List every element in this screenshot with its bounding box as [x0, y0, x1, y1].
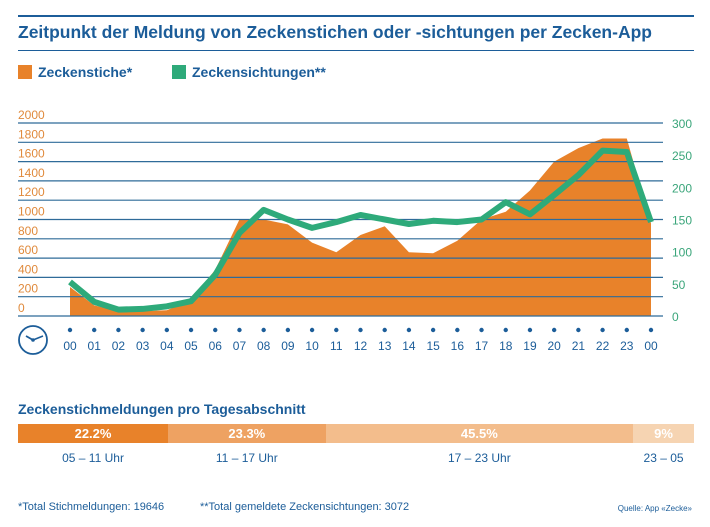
x-tick-dot — [430, 327, 436, 333]
left-axis-tick: 200 — [18, 282, 38, 296]
clock-icon — [18, 325, 48, 355]
legend-swatch-green — [172, 65, 186, 79]
x-tick-dot — [188, 327, 194, 333]
x-axis-tick: 08 — [257, 339, 271, 353]
x-tick-dot — [92, 327, 97, 333]
x-tick-dot — [600, 327, 605, 333]
x-axis-tick: 15 — [426, 339, 440, 353]
x-tick-dot — [309, 327, 315, 333]
left-axis-tick: 1400 — [18, 166, 45, 180]
x-tick-dot — [334, 327, 339, 333]
left-axis-tick: 1600 — [18, 147, 45, 161]
right-axis-tick: 50 — [672, 278, 686, 292]
x-axis-tick: 21 — [572, 339, 586, 353]
x-axis-tick: 00 — [63, 339, 77, 353]
breakdown-title: Zeckenstichmeldungen pro Tagesabschnitt — [18, 401, 306, 417]
x-axis-tick: 18 — [499, 339, 513, 353]
breakdown-segment: 23.3% — [168, 424, 326, 443]
x-tick-dot — [479, 327, 484, 333]
line-zeckensichtungen — [68, 147, 654, 313]
right-axis-tick: 250 — [672, 149, 692, 163]
x-tick-dot — [527, 327, 533, 333]
x-axis-tick: 12 — [354, 339, 368, 353]
legend-swatch-orange — [18, 65, 32, 79]
breakdown-segment-label: 23 – 05 — [643, 451, 684, 465]
x-tick-dot — [576, 327, 581, 333]
left-axis-tick: 1200 — [18, 185, 45, 199]
right-axis-tick: 200 — [672, 181, 692, 195]
x-tick-dot — [261, 327, 266, 333]
x-axis-tick: 13 — [378, 339, 392, 353]
x-tick-dot — [551, 327, 557, 333]
x-axis-tick: 07 — [233, 339, 247, 353]
x-tick-dot — [455, 327, 460, 333]
source-note: Quelle: App «Zecke» — [617, 504, 692, 513]
chart-plot: 0200400600800100012001400160018002000050… — [18, 108, 692, 355]
x-axis-tick: 04 — [160, 339, 174, 353]
x-tick-dot — [140, 327, 145, 333]
x-axis-tick: 09 — [281, 339, 295, 353]
x-axis-tick: 06 — [209, 339, 223, 353]
right-axis-tick: 100 — [672, 246, 692, 260]
x-axis-tick: 10 — [305, 339, 319, 353]
x-tick-dot — [67, 327, 73, 333]
left-axis-tick: 600 — [18, 243, 38, 257]
legend-item-zeckensichtungen: Zeckensichtungen** — [172, 64, 326, 80]
x-axis-tick: 20 — [547, 339, 561, 353]
right-axis-tick: 0 — [672, 310, 679, 324]
x-axis-tick: 22 — [596, 339, 610, 353]
x-tick-dot — [358, 327, 363, 333]
breakdown-segment: 22.2% — [18, 424, 169, 443]
x-tick-dot — [164, 327, 170, 333]
breakdown-segment-label: 11 – 17 Uhr — [215, 451, 278, 465]
x-axis-tick: 17 — [475, 339, 489, 353]
x-axis-tick: 02 — [112, 339, 126, 353]
left-axis-tick: 400 — [18, 262, 38, 276]
breakdown-segment-label: 17 – 23 Uhr — [448, 451, 511, 465]
x-axis-tick: 05 — [184, 339, 198, 353]
x-tick-dot — [406, 327, 412, 333]
left-axis-tick: 2000 — [18, 108, 45, 122]
footnote-total-sichtungen: **Total gemeldete Zeckensichtungen: 3072 — [200, 501, 410, 513]
x-axis-tick: 16 — [451, 339, 465, 353]
title-rule — [18, 50, 694, 51]
x-axis-tick: 14 — [402, 339, 416, 353]
legend-label: Zeckensichtungen** — [192, 64, 326, 80]
x-tick-dot — [624, 327, 629, 333]
left-axis-tick: 1800 — [18, 127, 45, 141]
x-axis-tick: 00 — [644, 339, 658, 353]
chart-title: Zeitpunkt der Meldung von Zeckenstichen … — [18, 22, 652, 42]
footnote-total-stiche: *Total Stichmeldungen: 19646 — [18, 501, 165, 513]
x-tick-dot — [503, 327, 508, 333]
x-tick-dot — [285, 327, 291, 333]
breakdown-segment: 45.5% — [325, 424, 634, 443]
legend-item-zeckenstiche: Zeckenstiche* — [18, 64, 132, 80]
x-axis-tick: 11 — [330, 339, 343, 353]
legend-label: Zeckenstiche* — [38, 64, 133, 80]
x-axis-tick: 23 — [620, 339, 634, 353]
x-tick-dot — [116, 327, 121, 333]
x-axis-tick: 01 — [88, 339, 102, 353]
x-axis-tick: 03 — [136, 339, 150, 353]
x-tick-dot — [382, 327, 387, 333]
left-axis-tick: 0 — [18, 301, 25, 315]
left-axis-tick: 800 — [18, 224, 38, 238]
breakdown-segment: 9% — [633, 424, 694, 443]
x-tick-dot — [648, 327, 654, 333]
area-zeckenstiche — [70, 138, 651, 316]
breakdown-segment-label: 05 – 11 Uhr — [62, 451, 124, 465]
x-axis-tick: 19 — [523, 339, 537, 353]
breakdown-bar: 22.2% 23.3% 45.5% 9% — [18, 424, 694, 443]
top-rule — [18, 15, 694, 17]
left-axis-tick: 1000 — [18, 205, 45, 219]
x-tick-dot — [213, 327, 218, 333]
right-axis-tick: 300 — [672, 117, 692, 131]
x-tick-dot — [237, 327, 242, 333]
right-axis-tick: 150 — [672, 214, 692, 228]
